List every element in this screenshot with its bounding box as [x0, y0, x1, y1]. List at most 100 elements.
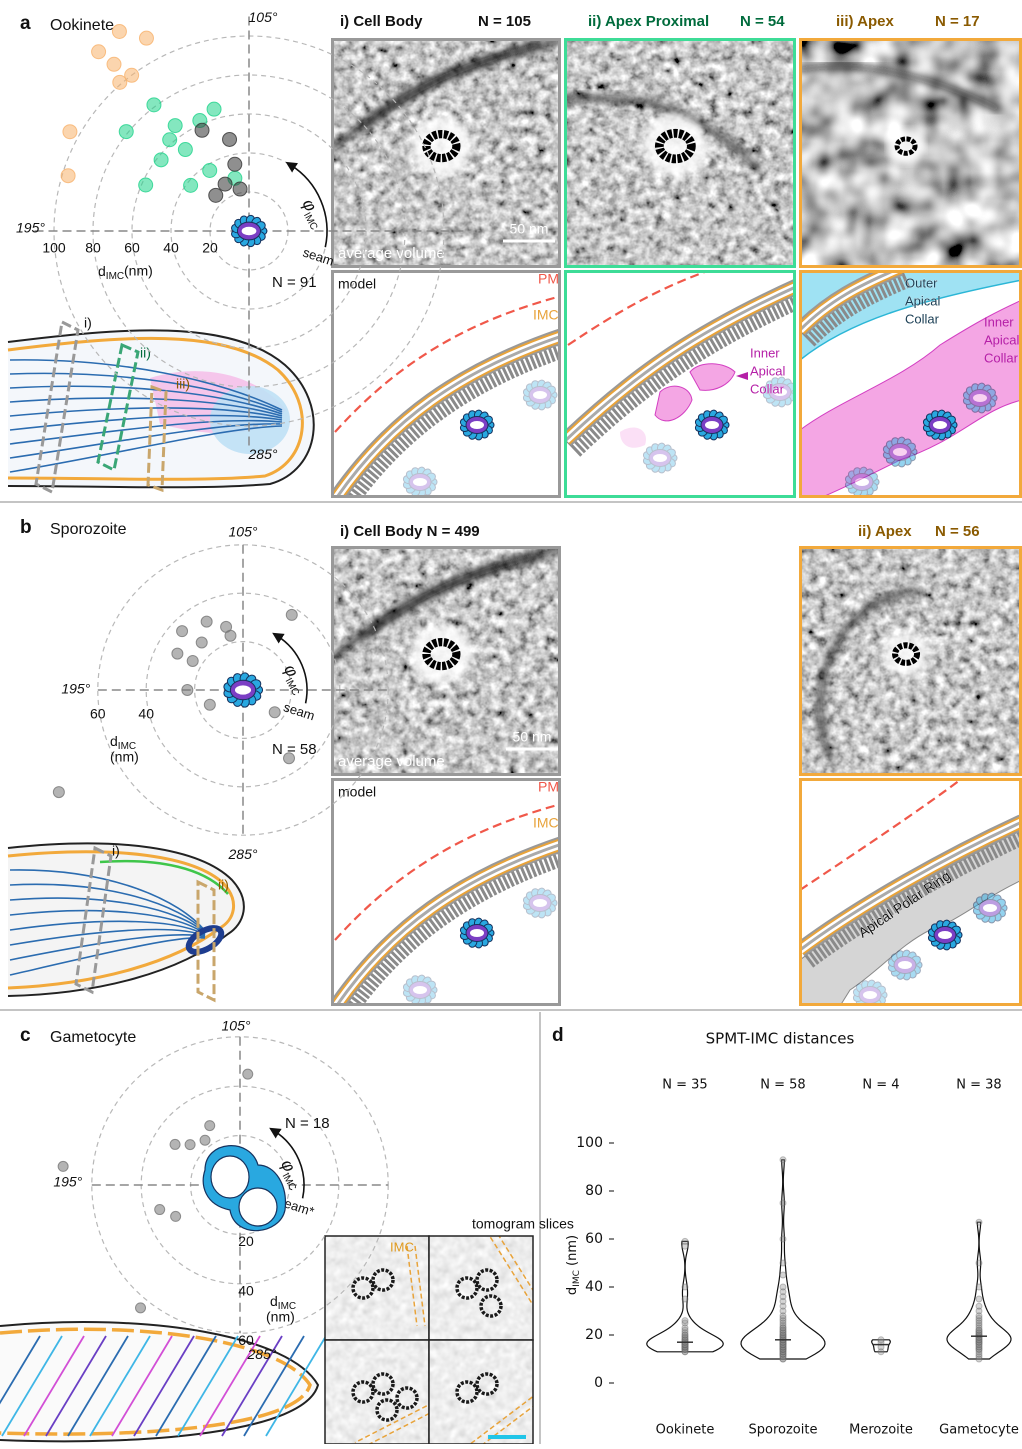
radial-tick-label: 60: [238, 1332, 254, 1348]
model-label: IMC: [533, 815, 559, 831]
halo: [888, 128, 924, 164]
data-point: [223, 132, 237, 146]
radial-tick-label: 40: [138, 706, 154, 722]
tomogram-slice: [429, 1230, 541, 1340]
model-label: PM: [538, 271, 559, 287]
spmt-lumen: [983, 904, 997, 912]
imc-label: IMC: [390, 1239, 414, 1254]
scale-label: 50 nm: [513, 729, 552, 745]
n-label: N = 35: [662, 1078, 707, 1093]
data-point: [63, 125, 77, 139]
spmt-lumen: [938, 931, 952, 939]
spmt-lumen: [653, 454, 667, 462]
data-point: [53, 787, 64, 798]
spmt-lumen: [705, 421, 719, 429]
column-count: N = 54: [740, 13, 785, 30]
data-point: [269, 707, 280, 718]
data-point: [218, 177, 232, 191]
spmt-lumen: [533, 899, 547, 907]
plane-label: i): [84, 315, 92, 331]
data-point: [780, 1260, 786, 1266]
model-panel: model PM IMC: [331, 270, 571, 508]
data-point: [139, 31, 153, 45]
panel-label: b: [20, 517, 32, 538]
data-point: [147, 98, 161, 112]
data-point: [195, 123, 209, 137]
data-point: [163, 133, 177, 147]
spmt-lumen: [973, 394, 987, 402]
collar-label: Apical: [750, 363, 786, 378]
data-point: [107, 57, 121, 71]
spmt-lumen: [242, 227, 257, 235]
radial-symbol: d: [98, 263, 106, 279]
spmt-icon: [231, 215, 267, 247]
data-point: [204, 699, 215, 710]
data-point: [976, 1260, 982, 1266]
collar-label: Collar: [984, 350, 1019, 365]
radial-tick-label: 20: [238, 1233, 254, 1249]
column-header: ii) Apex Proximal: [588, 13, 709, 30]
collar-label: Apical: [984, 332, 1020, 347]
model-label: model: [338, 276, 376, 292]
model-panel: InnerApicalCollar: [564, 270, 806, 498]
data-point: [209, 188, 223, 202]
radial-tick-label: 60: [124, 240, 140, 256]
data-point: [168, 119, 182, 133]
n-label: N = 18: [285, 1115, 330, 1132]
spmt-lumen: [533, 391, 547, 399]
angle-tick-label: 195°: [16, 220, 45, 236]
angle-tick-label: 105°: [229, 524, 258, 540]
radial-tick-label: 80: [85, 240, 101, 256]
radial-axis-label: dIMC: [98, 263, 124, 282]
data-point: [136, 1303, 146, 1313]
y-axis-subscript: IMC: [572, 1270, 582, 1287]
column-count: N = 56: [935, 523, 980, 540]
data-point: [187, 655, 198, 666]
data-point: [185, 1140, 195, 1150]
collar-label: Inner: [984, 314, 1014, 329]
radial-tick-label: 40: [238, 1283, 254, 1299]
spmt-lumen: [898, 961, 912, 969]
tomogram-slices: [325, 1230, 541, 1444]
data-point: [184, 178, 198, 192]
radial-unit: (nm): [110, 749, 139, 765]
y-tick-label: 20: [585, 1327, 603, 1343]
radial-tick-label: 40: [163, 240, 179, 256]
data-point: [178, 143, 192, 157]
data-point: [205, 1121, 215, 1131]
panel-label: c: [20, 1025, 31, 1046]
spmt-lumen: [235, 685, 251, 694]
data-point: [976, 1284, 982, 1290]
data-point: [196, 637, 207, 648]
data-point: [177, 626, 188, 637]
gametocyte-lumen: [211, 1156, 249, 1198]
em-image: [799, 546, 1022, 776]
n-label: N = 58: [272, 741, 317, 758]
image-caption: average volume: [338, 753, 445, 770]
angle-label: φIMC: [278, 662, 310, 698]
panel-label: a: [20, 13, 31, 34]
plane-label: iii): [176, 376, 190, 392]
data-point: [780, 1200, 786, 1206]
data-point: [976, 1219, 982, 1225]
data-point: [780, 1272, 786, 1278]
spmt-lumen: [855, 478, 869, 486]
y-axis-unit: (nm): [565, 1235, 580, 1270]
radial-symbol: d: [110, 733, 118, 749]
data-point: [119, 125, 133, 139]
collar-label: Inner: [750, 345, 780, 360]
angle-tick-label: 285°: [248, 446, 278, 462]
spmt-lumen: [470, 929, 484, 937]
slices-label: tomogram slices: [472, 1216, 574, 1232]
data-point: [203, 163, 217, 177]
data-point: [976, 1303, 982, 1309]
halo: [643, 114, 707, 178]
model-label: IMC: [533, 307, 559, 323]
angle-tick-label: 195°: [53, 1174, 82, 1190]
x-tick-label: Gametocyte: [939, 1423, 1019, 1438]
y-tick-label: 60: [585, 1231, 603, 1247]
angle-tick-label: 105°: [222, 1018, 251, 1034]
data-point: [976, 1296, 982, 1302]
data-point: [780, 1157, 786, 1163]
radial-unit: (nm): [266, 1309, 295, 1325]
